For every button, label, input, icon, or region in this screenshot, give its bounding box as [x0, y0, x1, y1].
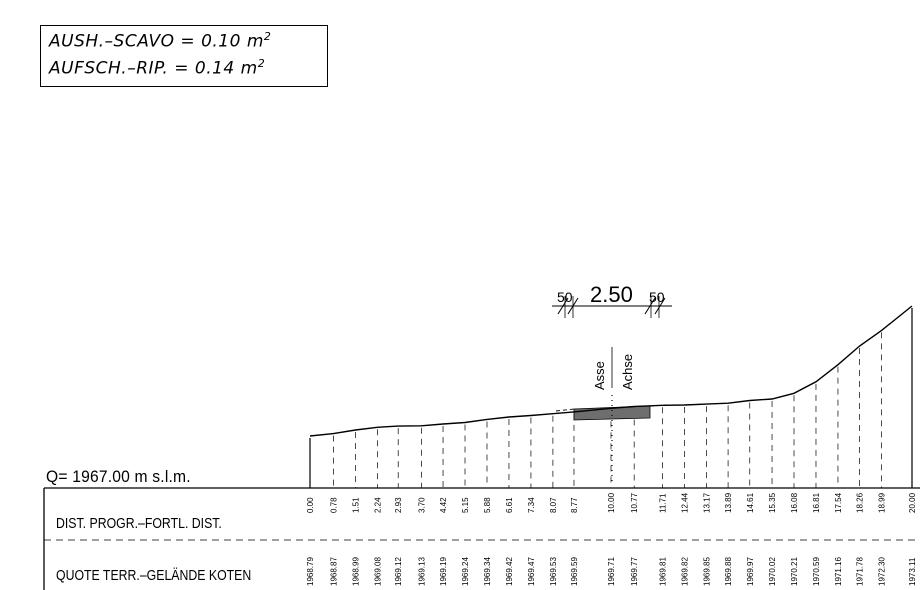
distance-value: 2.93 [394, 497, 403, 513]
fill-area-line: AUFSCH.–RIP. = 0.14 m2 [49, 57, 265, 79]
elevation-value: 1971.16 [834, 557, 843, 586]
fill-unit-exp: 2 [257, 57, 266, 70]
fill-label: AUFSCH.–RIP. [49, 58, 169, 79]
area-summary-box: AUSH.–SCAVO = 0.10 m2 AUFSCH.–RIP. = 0.1… [40, 25, 328, 87]
distance-value: 5.15 [461, 497, 470, 513]
fill-unit: m [240, 58, 258, 79]
distance-value: 14.61 [746, 492, 755, 513]
elevation-value: 1969.88 [724, 557, 733, 586]
elevation-value: 1969.13 [417, 557, 426, 586]
elevation-value: 1969.47 [527, 557, 536, 586]
elevation-value: 1969.12 [394, 557, 403, 586]
distance-value: 0.00 [306, 497, 315, 513]
elevation-value: 1972.30 [878, 557, 887, 586]
dimension-main-width: 2.50 [590, 282, 633, 307]
distance-value: 12.44 [680, 492, 689, 513]
elevation-value: 1970.02 [768, 557, 777, 586]
distance-value: 2.24 [373, 497, 382, 513]
distance-row-label: DIST. PROGR.–FORTL. DIST. [56, 515, 222, 532]
distance-value: 1.51 [351, 497, 360, 513]
excavation-unit-exp: 2 [263, 30, 272, 43]
distance-value: 18.99 [878, 492, 887, 513]
distance-value: 5.88 [483, 497, 492, 513]
dimension-right-offset: 50 [649, 289, 665, 305]
distance-value: 16.81 [812, 492, 821, 513]
elevation-value: 1969.82 [680, 557, 689, 586]
elevation-value: 1969.53 [549, 557, 558, 586]
elevation-value: 1969.85 [702, 557, 711, 586]
elevation-value: 1969.08 [373, 557, 382, 586]
elevation-row-label: QUOTE TERR.–GELÄNDE KOTEN [56, 567, 252, 584]
elevation-value: 1969.59 [570, 557, 579, 586]
dimension-tick-4 [654, 297, 666, 315]
distance-value: 18.26 [856, 492, 865, 513]
distance-value: 10.77 [630, 492, 639, 513]
elevation-value: 1969.24 [461, 557, 470, 586]
axis-label-left: Asse [592, 361, 607, 390]
distance-value: 8.07 [549, 497, 558, 513]
datum-label: Q= 1967.00 m s.l.m. [46, 467, 191, 486]
elevation-value: 1968.87 [329, 557, 338, 586]
terrain-profile-line [309, 305, 913, 437]
excavation-value: = 0.10 [180, 31, 241, 52]
elevation-value: 1973.11 [908, 557, 917, 586]
excavation-area-line: AUSH.–SCAVO = 0.10 m2 [49, 30, 271, 52]
distance-value: 16.08 [790, 492, 799, 513]
fill-value: = 0.14 [174, 58, 235, 79]
distance-value: 3.70 [417, 497, 426, 513]
distance-value: 7.34 [527, 497, 536, 513]
elevation-value: 1971.78 [856, 557, 865, 586]
distance-value: 13.89 [724, 492, 733, 513]
elevation-value: 1969.97 [746, 557, 755, 586]
station-lines [309, 308, 913, 488]
elevation-labels: 1968.79 1968.87 1968.99 1969.08 1969.12 1969.… [306, 557, 917, 586]
elevation-value: 1968.99 [351, 557, 360, 586]
dimension-tick-3 [644, 297, 656, 315]
elevation-value: 1969.81 [658, 557, 667, 586]
dimension-tick-1 [557, 297, 569, 315]
dimension-left-offset: 50 [557, 289, 573, 305]
excavation-unit: m [246, 31, 264, 52]
distance-value: 10.00 [607, 492, 616, 513]
elevation-value: 1969.42 [505, 557, 514, 586]
distance-labels: 0.00 0.78 1.51 2.24 2.93 3.70 4.42 5.15 5.88 6.61… [306, 492, 917, 513]
excavation-label: AUSH.–SCAVO [49, 31, 175, 52]
left-slope-line [555, 408, 575, 412]
elevation-value: 1970.59 [812, 557, 821, 586]
distance-value: 6.61 [505, 497, 514, 513]
distance-value: 0.78 [329, 497, 338, 513]
elevation-value: 1969.77 [630, 557, 639, 586]
elevation-value: 1970.21 [790, 557, 799, 586]
elevation-value: 1969.34 [483, 557, 492, 586]
distance-value: 13.17 [702, 492, 711, 513]
distance-value: 4.42 [439, 497, 448, 513]
distance-value: 20.00 [908, 492, 917, 513]
elevation-value: 1969.71 [607, 557, 616, 586]
distance-value: 11.71 [658, 493, 667, 513]
distance-value: 15.35 [768, 492, 777, 513]
elevation-value: 1969.19 [439, 557, 448, 586]
axis-label-right: Achse [620, 354, 635, 390]
distance-value: 8.77 [570, 497, 579, 513]
distance-value: 17.54 [834, 492, 843, 513]
elevation-value: 1968.79 [306, 557, 315, 586]
